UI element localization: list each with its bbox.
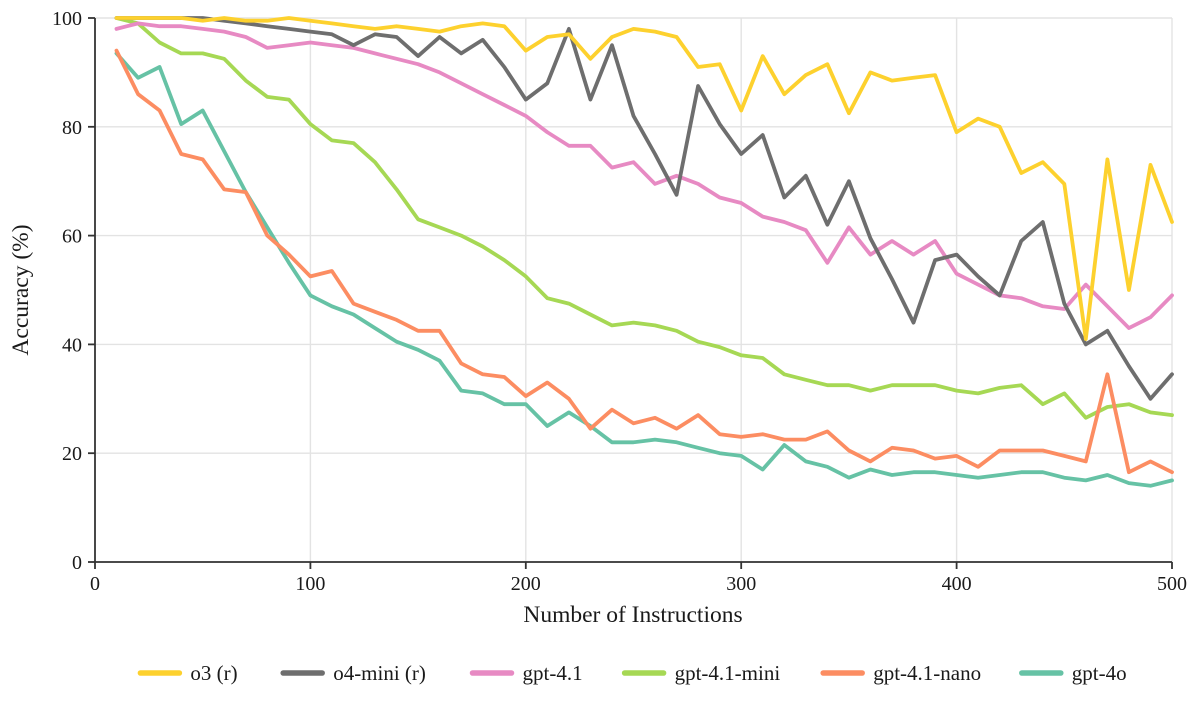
x-tick-label-0: 0 (90, 573, 100, 595)
x-tick-label-100: 100 (295, 573, 325, 595)
legend-item-gpt-4.1-mini: gpt-4.1-mini (621, 661, 781, 685)
y-tick-label-0: 0 (72, 552, 82, 574)
y-tick-label-100: 100 (52, 8, 82, 30)
series-line-o4-mini-r- (114, 16, 1174, 401)
x-tick-label-500: 500 (1157, 573, 1187, 595)
legend-item-gpt-4.1-nano: gpt-4.1-nano (820, 661, 981, 685)
legend-label-gpt-4.1: gpt-4.1 (523, 661, 583, 685)
legend-label-gpt-4o: gpt-4o (1072, 661, 1127, 685)
legend-label-o4-mini-r-: o4-mini (r) (333, 661, 426, 685)
y-tick-label-60: 60 (62, 226, 82, 248)
series-line-gpt-4.1-nano (114, 48, 1174, 475)
y-tick-label-20: 20 (62, 443, 82, 465)
x-tick-label-200: 200 (511, 573, 541, 595)
series-lines (114, 16, 1174, 488)
legend-item-o4-mini-r-: o4-mini (r) (280, 661, 426, 685)
series-line-o3-r- (114, 16, 1174, 341)
axes (88, 17, 1173, 569)
legend-item-gpt-4.1: gpt-4.1 (469, 661, 583, 685)
legend-label-gpt-4.1-nano: gpt-4.1-nano (873, 661, 981, 685)
series-line-gpt-4.1-mini (114, 16, 1174, 420)
x-axis-title: Number of Instructions (523, 602, 742, 628)
legend: o3 (r) o4-mini (r) gpt-4.1 gpt-4.1-mini gpt-… (137, 661, 1127, 685)
gridlines (95, 17, 1173, 563)
legend-label-o3-r-: o3 (r) (190, 661, 237, 685)
y-tick-label-80: 80 (62, 117, 82, 139)
x-tick-label-300: 300 (726, 573, 756, 595)
series-line-gpt-4o (114, 51, 1174, 488)
legend-item-o3-r-: o3 (r) (137, 661, 238, 685)
y-tick-label-40: 40 (62, 334, 82, 356)
legend-item-gpt-4o: gpt-4o (1019, 661, 1127, 685)
series-line-gpt-4.1 (114, 21, 1174, 331)
x-tick-label-400: 400 (942, 573, 972, 595)
legend-label-gpt-4.1-mini: gpt-4.1-mini (675, 661, 781, 685)
tick-labels: 0 20 40 60 80 100 0 100 200 300 400 500 (52, 8, 1187, 595)
y-axis-title: Accuracy (%) (8, 224, 34, 355)
